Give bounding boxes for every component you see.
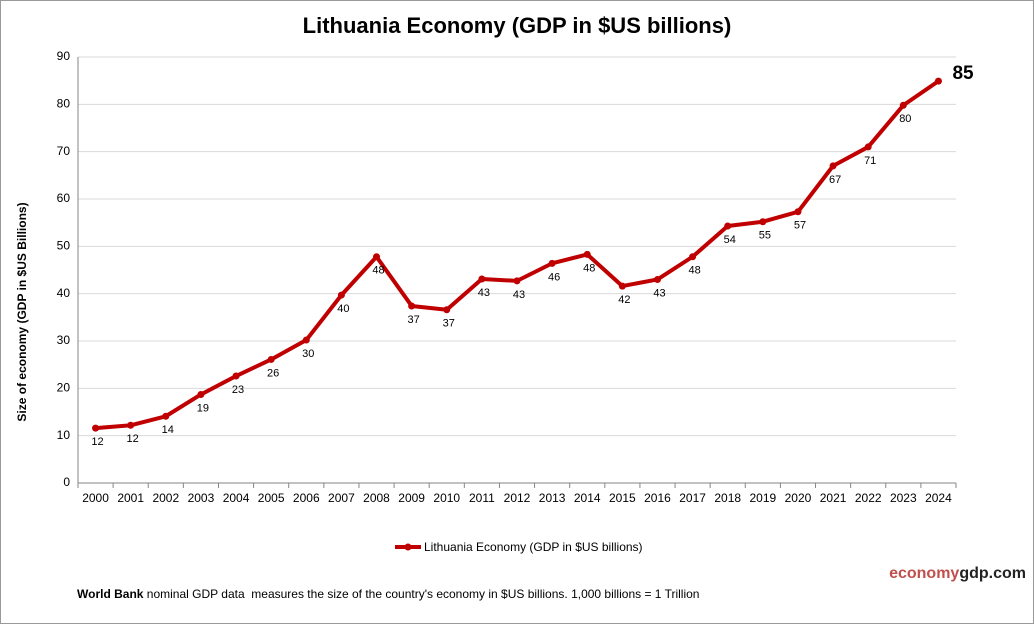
x-tick-label: 2009 bbox=[398, 491, 425, 505]
y-tick-label: 60 bbox=[57, 191, 71, 205]
x-tick-label: 2000 bbox=[82, 491, 109, 505]
data-label: 71 bbox=[864, 155, 876, 167]
data-label: 48 bbox=[688, 265, 700, 277]
data-point bbox=[794, 208, 802, 216]
x-tick-label: 2019 bbox=[749, 491, 776, 505]
data-point bbox=[864, 143, 872, 151]
x-tick-label: 2006 bbox=[293, 491, 320, 505]
watermark-part: gdp.com bbox=[959, 565, 1026, 582]
footnote-bold: World Bank bbox=[77, 587, 144, 601]
data-label: 12 bbox=[91, 436, 103, 448]
data-point bbox=[197, 390, 205, 398]
data-point bbox=[934, 77, 942, 85]
x-tick-label: 2017 bbox=[679, 491, 706, 505]
data-label: 80 bbox=[899, 113, 911, 125]
x-tick-label: 2001 bbox=[117, 491, 144, 505]
data-label: 46 bbox=[548, 271, 560, 283]
chart-title: Lithuania Economy (GDP in $US billions) bbox=[303, 13, 732, 38]
y-tick-label: 20 bbox=[57, 381, 71, 395]
data-label: 37 bbox=[443, 318, 455, 330]
x-tick-label: 2018 bbox=[714, 491, 741, 505]
data-point bbox=[408, 302, 416, 310]
data-point bbox=[478, 275, 486, 283]
watermark-part: economy bbox=[889, 565, 959, 582]
x-tick-label: 2011 bbox=[469, 491, 495, 505]
data-point bbox=[337, 291, 345, 299]
data-label: 14 bbox=[162, 424, 174, 436]
data-point bbox=[689, 253, 697, 261]
data-label: 26 bbox=[267, 367, 279, 379]
data-label: 48 bbox=[583, 262, 595, 274]
data-label: 55 bbox=[759, 230, 771, 242]
data-point bbox=[92, 424, 100, 432]
footnote: World Bank nominal GDP data measures the… bbox=[77, 587, 699, 601]
legend-label: Lithuania Economy (GDP in $US billions) bbox=[424, 540, 643, 554]
data-point bbox=[513, 277, 521, 285]
data-point bbox=[724, 222, 732, 230]
y-tick-label: 0 bbox=[63, 475, 70, 489]
y-tick-label: 10 bbox=[57, 428, 71, 442]
data-point bbox=[302, 336, 310, 344]
x-tick-label: 2016 bbox=[644, 491, 671, 505]
legend-marker bbox=[404, 543, 412, 551]
data-point bbox=[373, 253, 381, 261]
data-label: 30 bbox=[302, 348, 314, 360]
x-tick-label: 2015 bbox=[609, 491, 636, 505]
data-point bbox=[829, 162, 837, 170]
data-point bbox=[653, 275, 661, 283]
y-tick-label: 70 bbox=[57, 144, 71, 158]
data-label: 40 bbox=[337, 303, 349, 315]
x-tick-label: 2014 bbox=[574, 491, 601, 505]
data-label: 19 bbox=[197, 402, 209, 414]
x-tick-label: 2020 bbox=[785, 491, 812, 505]
x-tick-label: 2010 bbox=[433, 491, 460, 505]
watermark: economygdp.com bbox=[889, 565, 1026, 582]
data-label: 42 bbox=[618, 294, 630, 306]
x-tick-label: 2023 bbox=[890, 491, 917, 505]
x-tick-label: 2022 bbox=[855, 491, 882, 505]
data-label: 43 bbox=[478, 287, 490, 299]
y-tick-label: 80 bbox=[57, 97, 71, 111]
x-tick-label: 2008 bbox=[363, 491, 390, 505]
data-point bbox=[127, 421, 135, 429]
data-label: 43 bbox=[513, 289, 525, 301]
x-tick-label: 2005 bbox=[258, 491, 285, 505]
data-label: 85 bbox=[952, 63, 974, 84]
x-tick-label: 2024 bbox=[925, 491, 952, 505]
x-tick-label: 2003 bbox=[188, 491, 215, 505]
data-point bbox=[267, 355, 275, 363]
x-tick-label: 2021 bbox=[820, 491, 847, 505]
data-point bbox=[443, 306, 451, 314]
data-label: 12 bbox=[127, 433, 139, 445]
data-point bbox=[162, 412, 170, 420]
data-point bbox=[759, 218, 767, 226]
x-tick-label: 2007 bbox=[328, 491, 355, 505]
y-tick-label: 90 bbox=[57, 49, 71, 63]
y-tick-label: 50 bbox=[57, 239, 71, 253]
data-label: 37 bbox=[408, 314, 420, 326]
x-tick-label: 2004 bbox=[223, 491, 250, 505]
data-point bbox=[899, 101, 907, 109]
footnote-text: nominal GDP data measures the size of th… bbox=[143, 587, 699, 601]
data-point bbox=[548, 259, 556, 267]
x-tick-label: 2012 bbox=[504, 491, 531, 505]
data-point bbox=[232, 372, 240, 380]
data-label: 57 bbox=[794, 220, 806, 232]
data-label: 43 bbox=[653, 287, 665, 299]
data-point bbox=[618, 282, 626, 290]
data-point bbox=[583, 250, 591, 258]
y-tick-label: 30 bbox=[57, 333, 71, 347]
y-tick-label: 40 bbox=[57, 286, 71, 300]
data-label: 23 bbox=[232, 384, 244, 396]
x-tick-label: 2013 bbox=[539, 491, 566, 505]
x-tick-label: 2002 bbox=[152, 491, 179, 505]
data-label: 67 bbox=[829, 174, 841, 186]
data-label: 48 bbox=[372, 265, 384, 277]
data-label: 54 bbox=[724, 234, 736, 246]
y-axis-label: Size of economy (GDP in $US Billions) bbox=[15, 202, 29, 421]
